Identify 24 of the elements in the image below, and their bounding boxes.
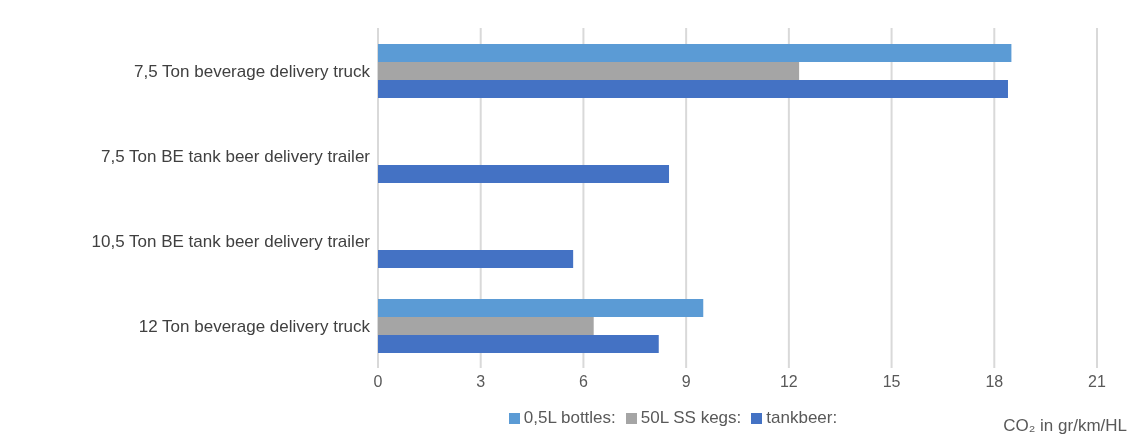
y-tick-label: 12 Ton beverage delivery truck xyxy=(138,316,371,336)
x-tick-label: 9 xyxy=(681,373,691,391)
x-tick-label: 12 xyxy=(779,373,798,391)
x-tick-label: 6 xyxy=(578,373,588,391)
bar xyxy=(378,62,800,80)
y-tick-label: 7,5 Ton BE tank beer delivery trailer xyxy=(101,146,371,166)
bar xyxy=(378,317,594,335)
legend-label: tankbeer: xyxy=(766,408,838,427)
x-tick-label: 0 xyxy=(373,373,383,391)
x-axis-title: CO₂ in gr/km/HL xyxy=(1003,416,1127,436)
bar xyxy=(378,335,659,353)
y-tick-label: 7,5 Ton beverage delivery truck xyxy=(134,61,371,81)
bar xyxy=(378,80,1008,98)
x-tick-label: 15 xyxy=(882,373,901,391)
bar xyxy=(378,299,704,317)
bar xyxy=(378,44,1012,62)
legend-label: 50L SS kegs: xyxy=(640,408,742,427)
x-tick-label: 18 xyxy=(985,373,1004,391)
x-tick-label: 21 xyxy=(1088,373,1106,391)
bar xyxy=(378,165,670,183)
bar xyxy=(378,250,574,268)
x-tick-label: 3 xyxy=(476,373,486,391)
y-tick-label: 10,5 Ton BE tank beer delivery trailer xyxy=(91,231,371,251)
legend-label: 0,5L bottles: xyxy=(523,408,616,427)
